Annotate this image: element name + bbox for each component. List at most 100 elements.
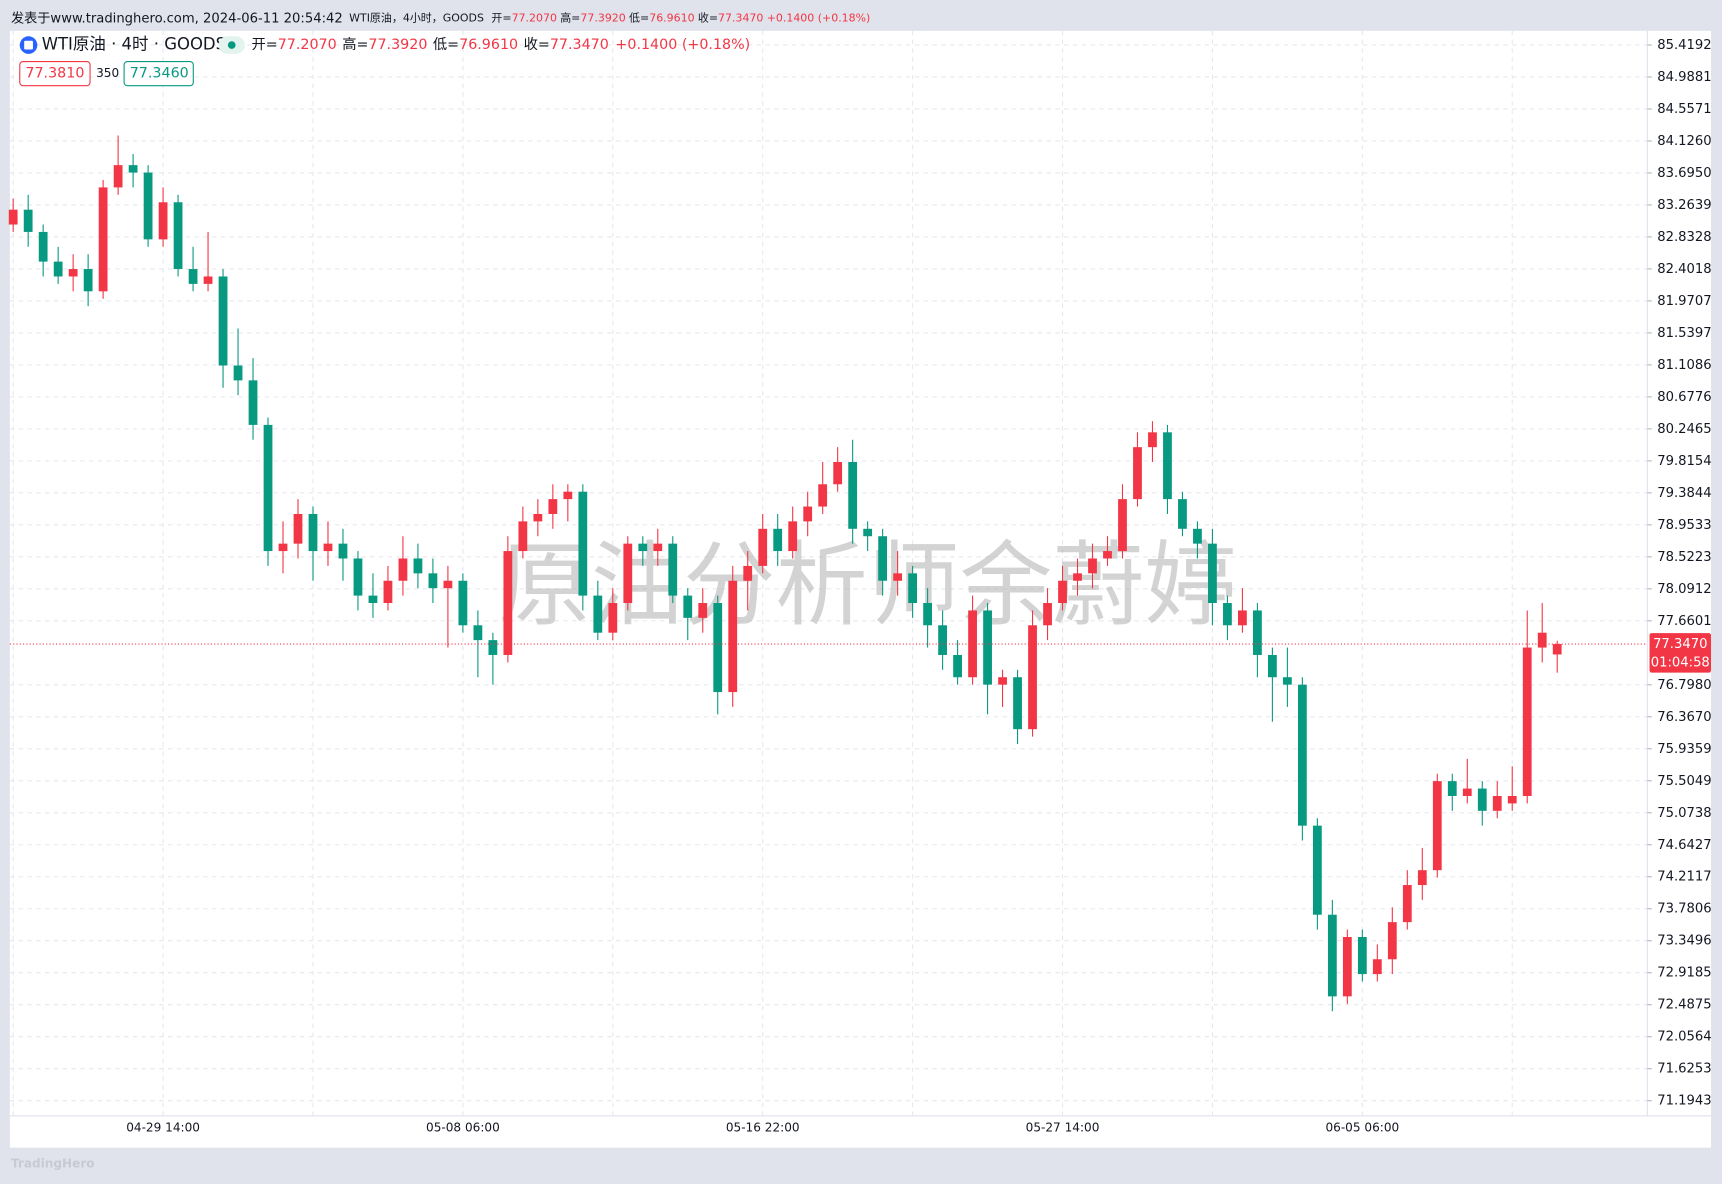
- y-tick-label: 75.0738: [1657, 806, 1711, 821]
- candle-body: [893, 573, 903, 581]
- candle-body: [338, 543, 348, 559]
- candle-body: [998, 677, 1007, 685]
- last-price-label: 77.3470: [1653, 637, 1707, 652]
- y-tick-label: 72.9185: [1657, 966, 1711, 981]
- candle-body: [1372, 959, 1382, 975]
- candle-body: [1028, 625, 1037, 730]
- y-tick-label: 79.3844: [1657, 486, 1711, 501]
- candle-body: [728, 580, 738, 693]
- legend-label: 收=: [524, 36, 550, 53]
- candle-body: [1522, 647, 1532, 796]
- candle-body: [818, 484, 828, 507]
- symbol-title[interactable]: WTI原油 · 4时 · GOODS: [42, 35, 226, 54]
- candle-body: [1492, 795, 1502, 811]
- candle-body: [1178, 499, 1187, 529]
- top-ohlc-label: 低=: [629, 12, 649, 25]
- candle-body: [698, 603, 708, 618]
- legend-label: 开=: [251, 37, 277, 53]
- candle-body: [143, 172, 153, 240]
- candle-body: [953, 654, 962, 678]
- candle-body: [263, 424, 273, 552]
- candle-body: [563, 491, 573, 500]
- candle-body: [248, 380, 258, 425]
- y-tick-label: 84.1260: [1657, 134, 1711, 149]
- candle-body: [68, 269, 78, 277]
- candle-body: [488, 640, 498, 655]
- candle-body: [1133, 447, 1142, 500]
- candles: [8, 135, 1562, 1012]
- y-tick-label: 74.6427: [1657, 838, 1711, 853]
- candle-body: [1387, 922, 1397, 960]
- top-ohlc-value: 77.3920: [580, 12, 625, 25]
- bid-box[interactable]: [19, 61, 91, 87]
- candle-body: [1402, 885, 1412, 923]
- candle-body: [1118, 499, 1127, 552]
- y-tick-label: 78.9533: [1657, 518, 1711, 533]
- candle-body: [458, 580, 468, 626]
- candle-body: [1238, 610, 1247, 626]
- x-tick-label: 06-05 06:00: [1325, 1120, 1399, 1134]
- y-tick-label: 84.5571: [1657, 102, 1711, 117]
- spread: 350: [96, 66, 119, 80]
- status-dot: [227, 41, 236, 49]
- candle-body: [428, 573, 438, 589]
- legend-value: 77.3920: [368, 37, 427, 53]
- y-tick-label: 73.7806: [1657, 902, 1711, 917]
- y-tick-label: 81.1086: [1657, 358, 1711, 373]
- candle-body: [1447, 781, 1457, 796]
- top-ohlc-value: 76.9610: [649, 12, 694, 25]
- published: 发表于www.tradinghero.com, 2024-06-11 20:54…: [11, 11, 343, 27]
- candle-body: [293, 513, 303, 544]
- legend-value: 76.9610: [459, 37, 518, 53]
- ask-box[interactable]: [123, 61, 194, 87]
- candle-body: [518, 521, 528, 552]
- candle-body: [1088, 558, 1097, 574]
- countdown: 01:04:58: [1651, 656, 1710, 671]
- candle-body: [908, 573, 918, 604]
- candle-body: [158, 202, 168, 240]
- candle-body: [218, 276, 228, 366]
- candle-body: [1163, 432, 1172, 500]
- ask: 77.3460: [130, 66, 189, 82]
- candle-body: [1148, 432, 1157, 448]
- candle-body: [593, 595, 603, 633]
- candle-body: [1282, 677, 1292, 685]
- y-tick-label: 78.5223: [1657, 550, 1711, 565]
- y-tick-label: 81.9707: [1657, 294, 1711, 309]
- candle-body: [923, 603, 932, 626]
- top-ohlc-value: 77.3470: [718, 12, 763, 25]
- y-tick-label: 80.6776: [1657, 390, 1711, 405]
- candle-body: [1103, 551, 1112, 559]
- y-tick-label: 82.4018: [1657, 262, 1711, 277]
- y-tick-label: 75.9359: [1657, 742, 1711, 757]
- candle-body: [383, 580, 393, 604]
- candle-body: [203, 276, 213, 284]
- y-tick-label: 75.5049: [1657, 774, 1711, 789]
- candle-body: [1013, 677, 1022, 730]
- candle-body: [1537, 632, 1547, 648]
- candle-body: [1342, 936, 1352, 997]
- candle-body: [1432, 781, 1442, 871]
- y-tick-label: 83.6950: [1657, 166, 1711, 181]
- candle-body: [878, 536, 888, 581]
- candle-body: [1357, 936, 1367, 975]
- y-tick-label: 76.7980: [1657, 678, 1711, 693]
- y-tick-label: 85.4192: [1657, 38, 1711, 53]
- candle-body: [788, 521, 798, 552]
- candle-body: [503, 551, 513, 655]
- x-tick-label: 05-08 06:00: [426, 1120, 500, 1134]
- candle-body: [773, 528, 783, 552]
- candle-body: [848, 462, 858, 529]
- candle-body: [413, 558, 423, 574]
- candle-body: [443, 580, 453, 589]
- candle-body: [683, 595, 693, 618]
- candle-body: [623, 543, 633, 604]
- candle-body: [548, 499, 558, 514]
- candle-body: [308, 513, 318, 552]
- candle-body: [473, 625, 483, 641]
- candle-body: [578, 491, 588, 596]
- candle-body: [1462, 788, 1472, 796]
- candle-body: [758, 528, 768, 566]
- legend-label: 高=: [342, 36, 368, 53]
